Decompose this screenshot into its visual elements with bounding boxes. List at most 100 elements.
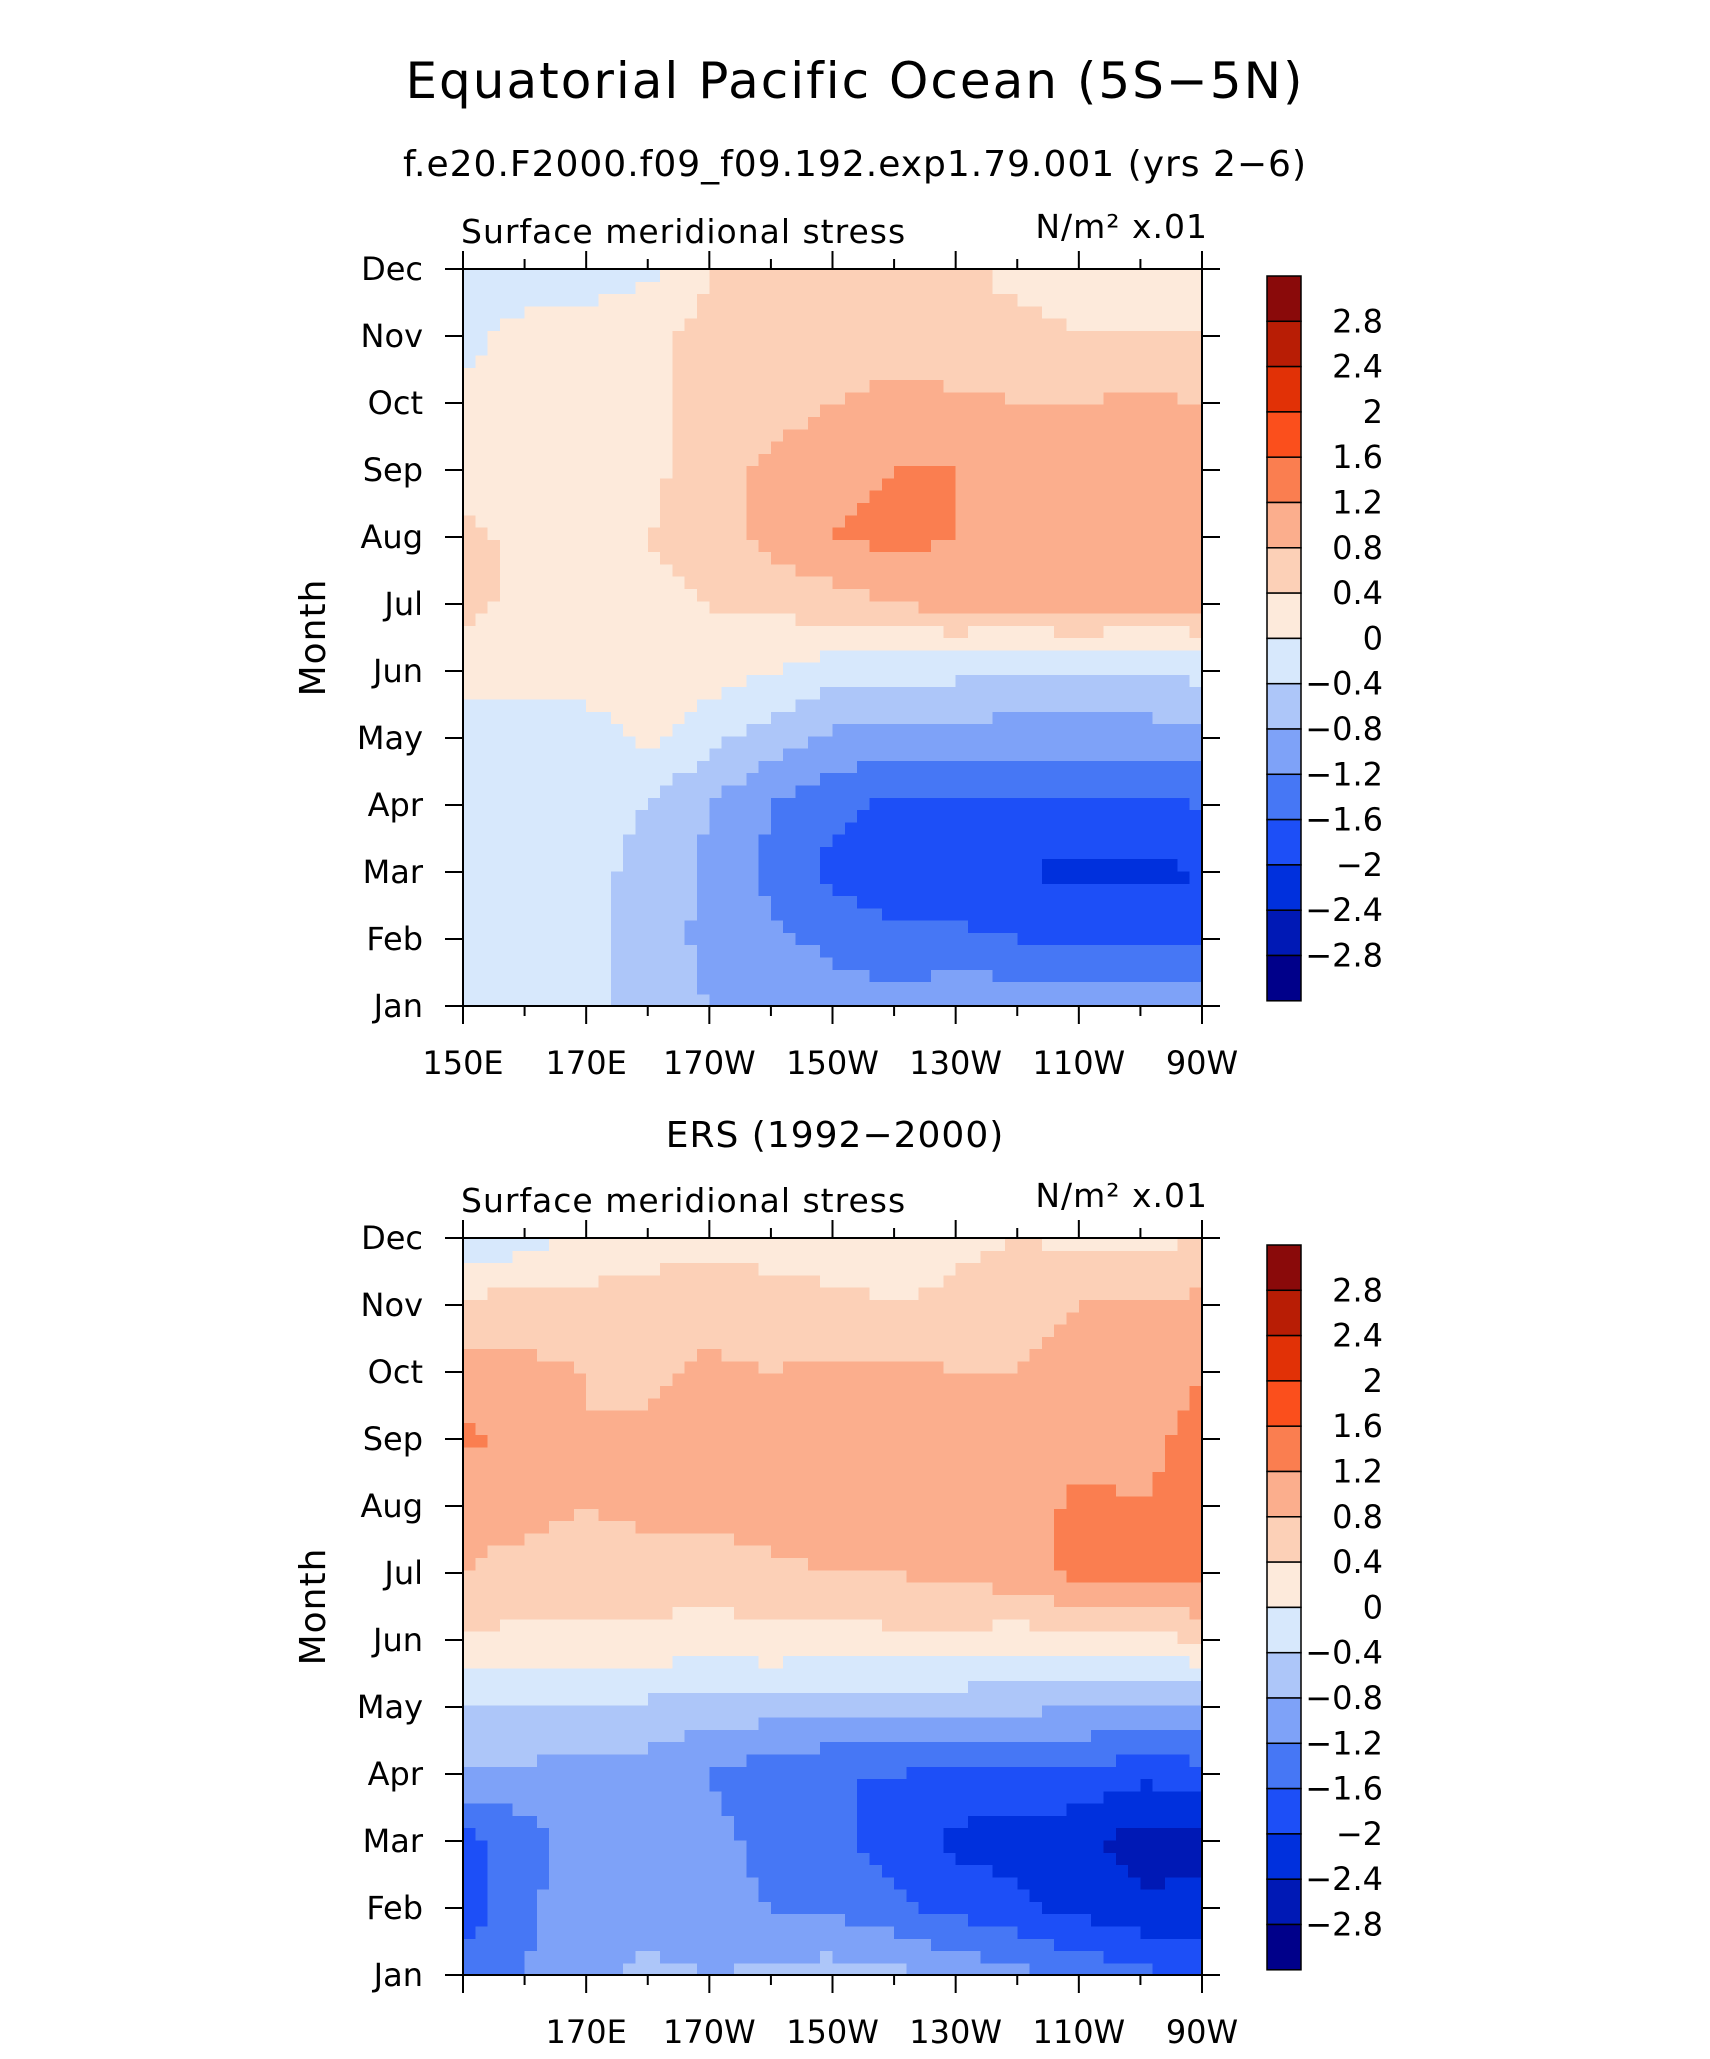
- field-cell: [623, 563, 637, 577]
- field-cell: [721, 1889, 735, 1902]
- field-cell: [487, 735, 501, 749]
- field-cell: [475, 625, 489, 639]
- field-cell: [807, 1741, 821, 1755]
- field-cell: [967, 293, 981, 307]
- field-cell: [931, 662, 944, 675]
- field-cell: [894, 293, 907, 307]
- field-cell: [463, 821, 476, 835]
- field-cell: [697, 821, 710, 835]
- field-cell: [918, 563, 932, 577]
- field-cell: [832, 1901, 846, 1915]
- field-cell: [1140, 1790, 1154, 1804]
- field-cell: [992, 1839, 1006, 1853]
- field-cell: [709, 1864, 723, 1878]
- field-cell: [807, 379, 821, 393]
- field-cell: [1189, 625, 1203, 639]
- field-cell: [1054, 1815, 1068, 1829]
- field-cell: [955, 428, 969, 442]
- field-cell: [684, 342, 698, 356]
- field-cell: [1128, 305, 1142, 319]
- field-cell: [598, 600, 612, 614]
- field-cell: [610, 1717, 624, 1730]
- field-cell: [1103, 846, 1117, 860]
- field-cell: [1103, 404, 1117, 417]
- field-cell: [931, 600, 944, 614]
- field-cell: [487, 551, 501, 565]
- field-cell: [463, 870, 476, 884]
- field-cell: [1078, 956, 1092, 970]
- field-cell: [1165, 563, 1178, 577]
- field-cell: [549, 330, 563, 344]
- field-cell: [1152, 649, 1166, 663]
- field-cell: [660, 1741, 673, 1755]
- field-cell: [499, 846, 513, 860]
- field-cell: [1091, 1741, 1105, 1755]
- field-cell: [647, 502, 661, 516]
- field-cell: [1029, 588, 1043, 602]
- field-cell: [672, 600, 686, 614]
- field-cell: [721, 1778, 735, 1792]
- field-cell: [586, 1901, 600, 1915]
- field-cell: [733, 809, 747, 823]
- field-cell: [770, 772, 784, 786]
- field-cell: [463, 760, 476, 774]
- field-cell: [684, 674, 698, 688]
- field-cell: [463, 342, 476, 356]
- field-cell: [573, 465, 587, 479]
- field-cell: [906, 883, 920, 897]
- field-cell: [463, 932, 476, 946]
- field-cell: [647, 1741, 661, 1755]
- field-cell: [1103, 1864, 1117, 1878]
- field-cell: [931, 723, 944, 737]
- field-cell: [1004, 821, 1018, 835]
- field-cell: [1165, 969, 1178, 983]
- field-cell: [943, 416, 957, 430]
- field-cell: [536, 1827, 550, 1841]
- field-cell: [918, 1901, 932, 1915]
- field-cell: [992, 735, 1006, 749]
- field-cell: [1128, 1962, 1142, 1976]
- field-cell: [499, 354, 513, 368]
- field-cell: [1177, 1717, 1191, 1730]
- field-cell: [881, 1717, 895, 1730]
- field-cell: [1115, 846, 1129, 860]
- field-cell: [857, 895, 871, 909]
- field-cell: [1066, 834, 1080, 847]
- field-cell: [770, 465, 784, 479]
- field-cell: [463, 1962, 476, 1976]
- field-cell: [1091, 502, 1105, 516]
- field-cell: [610, 1753, 624, 1767]
- field-cell: [586, 1913, 600, 1927]
- field-cell: [721, 490, 735, 503]
- field-cell: [758, 784, 772, 798]
- field-cell: [1029, 883, 1043, 897]
- colorbar-label: 0.4: [1332, 574, 1383, 612]
- field-cell: [746, 625, 760, 639]
- field-cell: [647, 269, 661, 282]
- field-cell: [499, 490, 513, 503]
- y-tick-label: Oct: [368, 384, 423, 422]
- field-cell: [1115, 1766, 1129, 1780]
- field-cell: [1152, 1827, 1166, 1841]
- field-cell: [660, 698, 673, 712]
- field-cell: [549, 1839, 563, 1853]
- field-cell: [943, 870, 957, 884]
- field-cell: [918, 477, 932, 491]
- field-cell: [918, 674, 932, 688]
- field-cell: [1041, 539, 1055, 553]
- field-cell: [1177, 870, 1191, 884]
- field-cell: [647, 465, 661, 479]
- field-cell: [980, 269, 994, 282]
- field-cell: [1140, 625, 1154, 639]
- field-cell: [598, 1889, 612, 1902]
- field-cell: [561, 330, 575, 344]
- field-cell: [955, 870, 969, 884]
- field-cell: [512, 625, 526, 639]
- field-cell: [586, 1753, 600, 1767]
- field-cell: [1004, 748, 1018, 761]
- field-cell: [1054, 1717, 1068, 1730]
- field-cell: [660, 834, 673, 847]
- field-cell: [684, 662, 698, 675]
- field-cell: [499, 932, 513, 946]
- field-cell: [820, 907, 834, 921]
